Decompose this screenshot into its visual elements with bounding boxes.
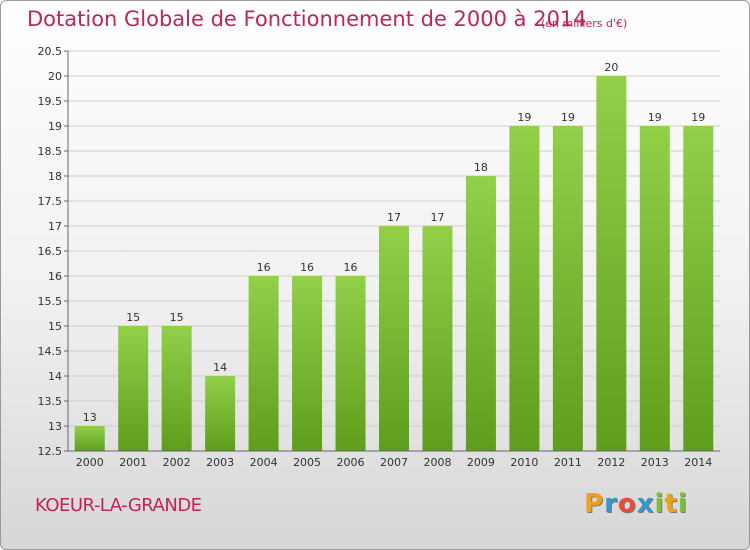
y-tick-label: 15 <box>48 320 62 333</box>
bar-2000 <box>74 426 105 451</box>
y-tick-label: 17 <box>48 220 62 233</box>
bar-2012 <box>596 76 627 451</box>
x-axis: 2000 2001 2002 2003 2004 2005 2006 2007 2008 2009… <box>68 450 720 469</box>
logo-letter: x <box>636 489 655 519</box>
y-tick-label: 12.5 <box>38 445 63 458</box>
y-tick-label: 18.5 <box>38 145 63 158</box>
y-tick-label: 14 <box>48 370 62 383</box>
x-tick-label: 2000 <box>76 456 104 469</box>
x-tick-label: 2008 <box>423 456 451 469</box>
y-tick-label: 14.5 <box>38 345 63 358</box>
bar-value-label: 19 <box>561 111 575 124</box>
bar-value-label: 17 <box>430 211 444 224</box>
bar-value-label: 17 <box>387 211 401 224</box>
bar-2011 <box>552 126 583 451</box>
y-tick-label: 19 <box>48 120 62 133</box>
bar-2005 <box>292 276 323 451</box>
x-tick-label: 2014 <box>684 456 712 469</box>
bar-value-label: 19 <box>648 111 662 124</box>
y-tick-label: 17.5 <box>38 195 63 208</box>
bar-value-label: 20 <box>604 61 618 74</box>
bar-value-label: 19 <box>517 111 531 124</box>
bar-value-label: 13 <box>83 411 97 424</box>
logo-letter: i <box>654 489 665 519</box>
bar-2003 <box>205 376 236 451</box>
x-tick-label: 2011 <box>554 456 582 469</box>
bar-2007 <box>379 226 409 451</box>
bar-2008 <box>422 226 453 451</box>
logo-letter: i <box>677 489 688 519</box>
bar-value-label: 16 <box>257 261 271 274</box>
logo-letter: o <box>617 489 637 519</box>
proxiti-logo: Proxiti <box>584 489 688 519</box>
x-tick-label: 2012 <box>597 456 625 469</box>
y-tick-label: 13 <box>48 420 62 433</box>
bar-2010 <box>509 126 540 451</box>
y-tick-label: 20.5 <box>38 45 63 58</box>
commune-name: KOEUR-LA-GRANDE <box>35 495 202 516</box>
bar-value-label: 16 <box>300 261 314 274</box>
bars: 13 15 15 14 16 16 16 17 17 18 19 19 20 19 19 <box>74 61 714 451</box>
y-tick-label: 16 <box>48 270 62 283</box>
bar-value-label: 14 <box>213 361 227 374</box>
y-tick-label: 19.5 <box>38 95 63 108</box>
y-tick-label: 18 <box>48 170 62 183</box>
chart-title: Dotation Globale de Fonctionnement de 20… <box>27 7 587 31</box>
y-tick-label: 15.5 <box>38 295 63 308</box>
x-tick-label: 2007 <box>380 456 408 469</box>
bar-2001 <box>118 326 149 451</box>
bar-2014 <box>683 126 714 451</box>
bar-value-label: 16 <box>344 261 358 274</box>
x-tick-label: 2009 <box>467 456 495 469</box>
chart-unit: (en milliers d'€) <box>541 17 628 30</box>
x-tick-label: 2004 <box>250 456 278 469</box>
y-tick-label: 16.5 <box>38 245 63 258</box>
x-tick-label: 2010 <box>510 456 538 469</box>
bar-2009 <box>465 176 496 451</box>
logo-letter: t <box>664 489 678 519</box>
bar-value-label: 15 <box>126 311 140 324</box>
y-tick-label: 13.5 <box>38 395 63 408</box>
y-tick-label: 20 <box>48 70 62 83</box>
bar-2013 <box>639 126 670 451</box>
x-tick-label: 2006 <box>337 456 365 469</box>
x-tick-label: 2013 <box>641 456 669 469</box>
y-axis: 12.5 13 13.5 14 14.5 15 15.5 16 16.5 17 17.5 18 18.5… <box>38 45 69 458</box>
logo-letter: P <box>584 489 605 519</box>
bar-value-label: 18 <box>474 161 488 174</box>
bar-value-label: 15 <box>170 311 184 324</box>
x-tick-label: 2002 <box>163 456 191 469</box>
bar-value-label: 19 <box>691 111 705 124</box>
x-tick-label: 2003 <box>206 456 234 469</box>
x-tick-label: 2005 <box>293 456 321 469</box>
logo-letter: r <box>604 489 618 519</box>
x-tick-label: 2001 <box>119 456 147 469</box>
bar-2006 <box>335 276 366 451</box>
bar-2004 <box>248 276 279 451</box>
bar-2002 <box>161 326 192 451</box>
